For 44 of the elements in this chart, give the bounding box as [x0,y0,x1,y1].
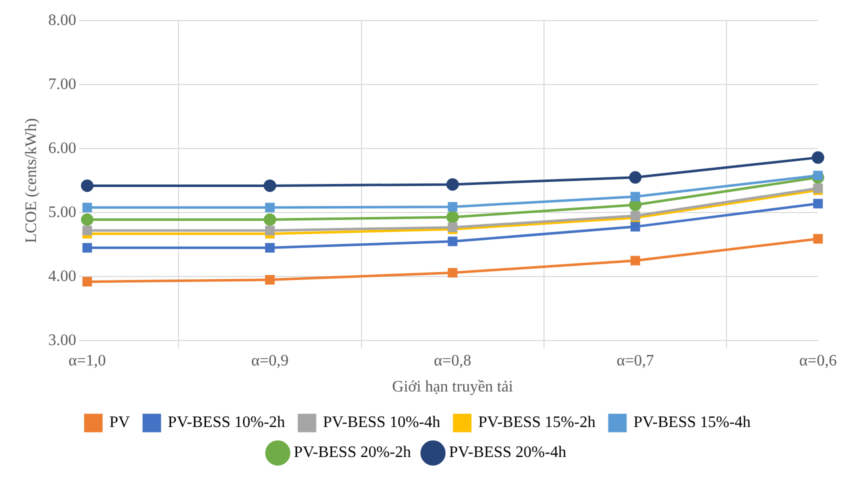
x-tick-label: α=1,0 [68,352,106,370]
point [80,179,94,192]
y-tick-label: 6.00 [48,140,76,157]
point [265,243,275,253]
point [82,202,92,212]
y-tick-label: 8.00 [48,12,76,29]
point [630,192,640,202]
legend-label: PV-BESS 15%-2h [478,414,596,432]
point [813,234,823,244]
point [264,179,276,192]
point [630,256,640,266]
point [812,151,824,164]
point [630,222,640,232]
point [813,198,823,208]
point [448,236,458,246]
point [265,275,275,285]
x-axis-title: Giới hạn truyền tải [392,378,514,396]
point [448,268,458,278]
point [265,202,275,212]
y-tick-label: 5.00 [48,204,76,221]
point [629,171,642,184]
y-axis-title: LCOE (cents/kWh) [22,118,40,244]
legend-label: PV-BESS 10%-4h [323,414,440,432]
x-tick-label: α=0,9 [251,352,289,370]
x-tick-label: α=0,8 [434,352,472,370]
point [264,213,276,226]
point [446,210,459,224]
y-tick-label: 3.00 [48,332,76,349]
legend-label: PV-BESS 20%-4h [449,444,566,462]
point [813,170,823,180]
legend-label: PV [109,414,130,432]
point [446,178,459,191]
point [82,243,92,253]
point [82,226,92,236]
legend-label: PV-BESS 20%-2h [294,444,412,462]
legend-label: PV-BESS 10%-2h [168,414,286,432]
legend-label: PV-BESS 15%-4h [633,414,751,432]
y-tick-label: 4.00 [48,268,76,285]
y-tick-label: 7.00 [48,76,76,93]
point [82,276,92,287]
x-tick-label: α=0,6 [799,352,837,370]
x-tick-label: α=0,7 [616,352,654,370]
point [265,226,275,236]
point [448,202,458,212]
